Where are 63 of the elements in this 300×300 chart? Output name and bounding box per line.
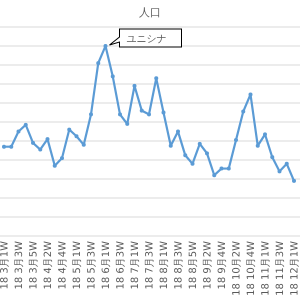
x-tick-label: 18 4月2W (43, 240, 54, 290)
x-tick-label: 18 11月3W (275, 240, 286, 296)
point (74, 134, 78, 138)
point (212, 173, 216, 178)
point (183, 153, 188, 158)
x-tick-label: 18 10月2W (232, 240, 242, 296)
x-tick-label: 18 3月1W (0, 240, 10, 290)
point (241, 110, 246, 114)
point (162, 110, 166, 114)
point (82, 142, 86, 147)
x-tick-label: 18 7月3W (144, 240, 156, 290)
x-tick-label: 18 4月4W (58, 240, 68, 290)
x-tick-label: 18 11月1W (260, 240, 272, 296)
point (67, 128, 72, 132)
point (263, 132, 267, 136)
callout: ユニシナ (109, 28, 182, 48)
x-tick-label: 18 7月1W (130, 240, 141, 290)
point (2, 144, 6, 149)
point (24, 122, 28, 127)
x-tick-label: 18 12月1W (290, 240, 300, 296)
point (220, 166, 224, 171)
point (176, 130, 180, 134)
x-tick-label: 18 5月3W (86, 240, 98, 290)
point (38, 148, 42, 152)
x-tick-label: 18 8月3W (174, 240, 184, 290)
x-tick-label: 18 10月4W (246, 240, 257, 296)
x-tick-label: 18 9月2W (202, 240, 214, 290)
point (226, 166, 231, 171)
point (140, 108, 144, 113)
point (104, 44, 108, 48)
x-tick-label: 18 6月1W (101, 240, 112, 290)
chart-title: 人口 (139, 6, 161, 19)
point (16, 130, 20, 134)
x-tick-label: 18 6月3W (116, 240, 126, 290)
point (248, 92, 252, 96)
point (234, 138, 238, 142)
point (270, 155, 274, 160)
point (118, 112, 122, 116)
point (147, 112, 151, 116)
x-tick-label: 18 8月1W (159, 240, 170, 290)
point (125, 122, 130, 126)
annotation: ユニシナ (126, 34, 166, 45)
point (9, 144, 14, 149)
point (278, 169, 282, 174)
x-tick-label: 18 5月1W (72, 240, 83, 290)
point (31, 140, 35, 145)
point (190, 162, 194, 166)
point (168, 144, 173, 148)
point (110, 74, 115, 78)
point (60, 156, 64, 160)
point (198, 142, 202, 146)
point (256, 144, 260, 148)
point (154, 76, 158, 80)
x-tick-label: 18 3月3W (14, 240, 25, 290)
x-tick-label: 18 9月4W (217, 240, 228, 290)
x-tick-label: 18 3月5W (28, 240, 40, 290)
point (205, 151, 209, 156)
point (132, 84, 136, 88)
point (89, 112, 93, 116)
point (292, 178, 296, 183)
x-tick-label: 18 8月5W (188, 240, 199, 290)
point (52, 164, 57, 168)
point (96, 61, 100, 66)
